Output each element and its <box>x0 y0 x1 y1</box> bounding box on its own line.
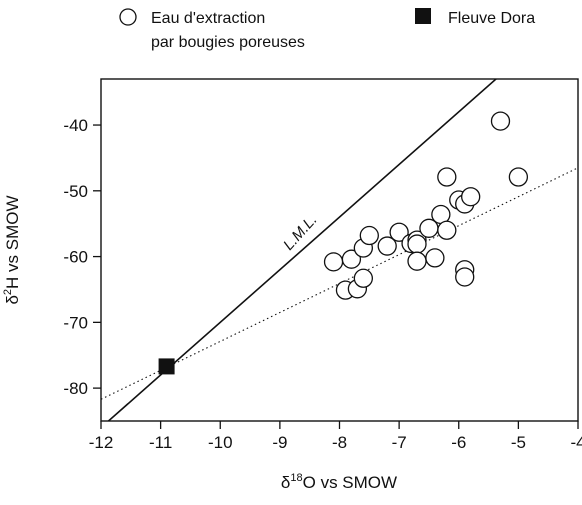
x-tick-label: -6 <box>451 433 466 452</box>
x-axis-title: δ18O vs SMOW <box>281 472 397 492</box>
data-point-extraction <box>437 220 457 240</box>
data-point-extraction <box>437 167 457 187</box>
x-tick-label: -4 <box>570 433 582 452</box>
data-point-extraction <box>461 187 481 207</box>
x-tick-label: -9 <box>272 433 287 452</box>
x-tick-label: -8 <box>332 433 347 452</box>
legend: Eau d'extraction par bougies poreuses Fl… <box>119 8 535 51</box>
legend-label-extraction-line2: par bougies poreuses <box>151 34 305 51</box>
data-point-extraction <box>407 251 427 271</box>
data-point-dora <box>158 358 175 375</box>
data-point-extraction <box>490 111 511 131</box>
y-tick-label: -40 <box>63 116 88 135</box>
legend-marker-filled-square <box>415 8 431 24</box>
legend-label-dora: Fleuve Dora <box>448 10 535 27</box>
y-tick-label: -70 <box>63 313 88 332</box>
x-tick-label: -12 <box>89 433 114 452</box>
lml-line <box>107 79 498 421</box>
data-point-extraction <box>407 234 427 254</box>
x-axis: -12 -11 -10 -9 -8 -7 -6 -5 -4 <box>89 421 582 452</box>
data-point-extraction <box>359 225 379 246</box>
y-tick-label: -80 <box>63 379 88 398</box>
data-point-extraction <box>389 222 409 242</box>
plot-area <box>101 79 578 421</box>
data-point-extraction <box>341 249 362 269</box>
y-tick-label: -50 <box>63 182 88 201</box>
data-point-extraction <box>377 236 397 256</box>
data-point-extraction <box>508 167 529 187</box>
y-axis-title: δ2H vs SMOW <box>2 195 22 304</box>
x-tick-label: -10 <box>208 433 233 452</box>
lml-label: L.M.L. <box>280 211 321 253</box>
y-tick-label: -60 <box>63 248 88 267</box>
data-point-extraction <box>323 252 344 272</box>
y-axis: -40 -50 -60 -70 -80 <box>63 116 101 398</box>
legend-marker-open-circle <box>119 8 137 26</box>
data-point-extraction <box>353 268 374 288</box>
dotted-fit-line <box>101 167 578 400</box>
x-tick-label: -7 <box>392 433 407 452</box>
legend-label-extraction-line1: Eau d'extraction <box>151 10 265 27</box>
data-point-extraction <box>425 248 445 268</box>
data-point-extraction <box>455 267 475 287</box>
x-tick-label: -11 <box>149 433 172 452</box>
x-tick-label: -5 <box>511 433 526 452</box>
